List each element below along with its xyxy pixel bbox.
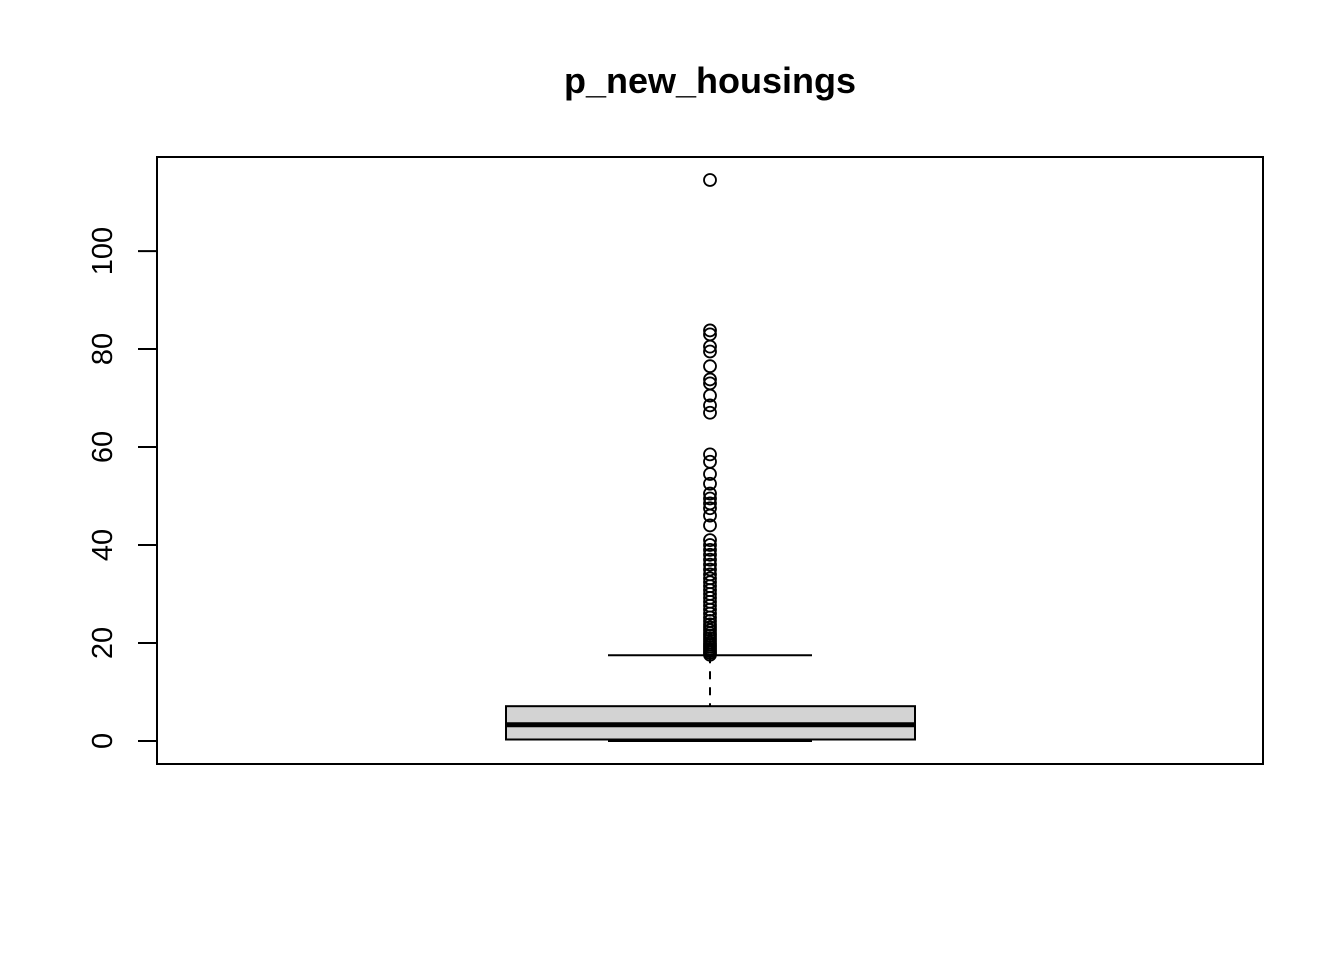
outlier-point — [703, 547, 717, 562]
outlier-point — [703, 372, 717, 387]
outlier-point — [703, 476, 717, 491]
y-tick-label: 0 — [87, 733, 119, 749]
outlier-points — [703, 173, 717, 662]
outlier-point — [703, 447, 717, 462]
outlier-point — [703, 344, 717, 359]
y-tick-label: 60 — [87, 431, 119, 463]
outlier-point — [703, 571, 717, 586]
outlier-point — [703, 398, 717, 413]
outlier-point — [703, 552, 717, 567]
outlier-point — [703, 486, 717, 501]
outlier-point — [703, 496, 717, 511]
y-tick-label: 100 — [87, 227, 119, 275]
outlier-point — [703, 491, 717, 506]
outlier-point — [703, 376, 717, 391]
outlier-point — [703, 557, 717, 572]
outlier-point — [703, 533, 717, 548]
outlier-point — [703, 359, 717, 374]
y-tick-label: 40 — [87, 529, 119, 561]
outlier-point — [703, 617, 717, 632]
outlier-point — [703, 567, 717, 582]
outlier-point — [703, 538, 717, 552]
outlier-point — [703, 323, 717, 338]
outlier-point — [703, 501, 717, 516]
y-tick-label: 20 — [87, 627, 119, 659]
outlier-point — [703, 327, 717, 342]
outlier-point — [703, 173, 717, 187]
box-group — [505, 654, 916, 742]
outlier-point — [703, 518, 717, 533]
chart-title: p_new_housings — [564, 60, 856, 101]
outlier-point — [703, 454, 717, 469]
outlier-point — [703, 562, 717, 577]
outlier-point — [703, 405, 717, 420]
y-axis: 0 20 40 60 80 100 — [87, 227, 158, 749]
y-tick-label: 80 — [87, 333, 119, 365]
outlier-point — [703, 543, 717, 557]
